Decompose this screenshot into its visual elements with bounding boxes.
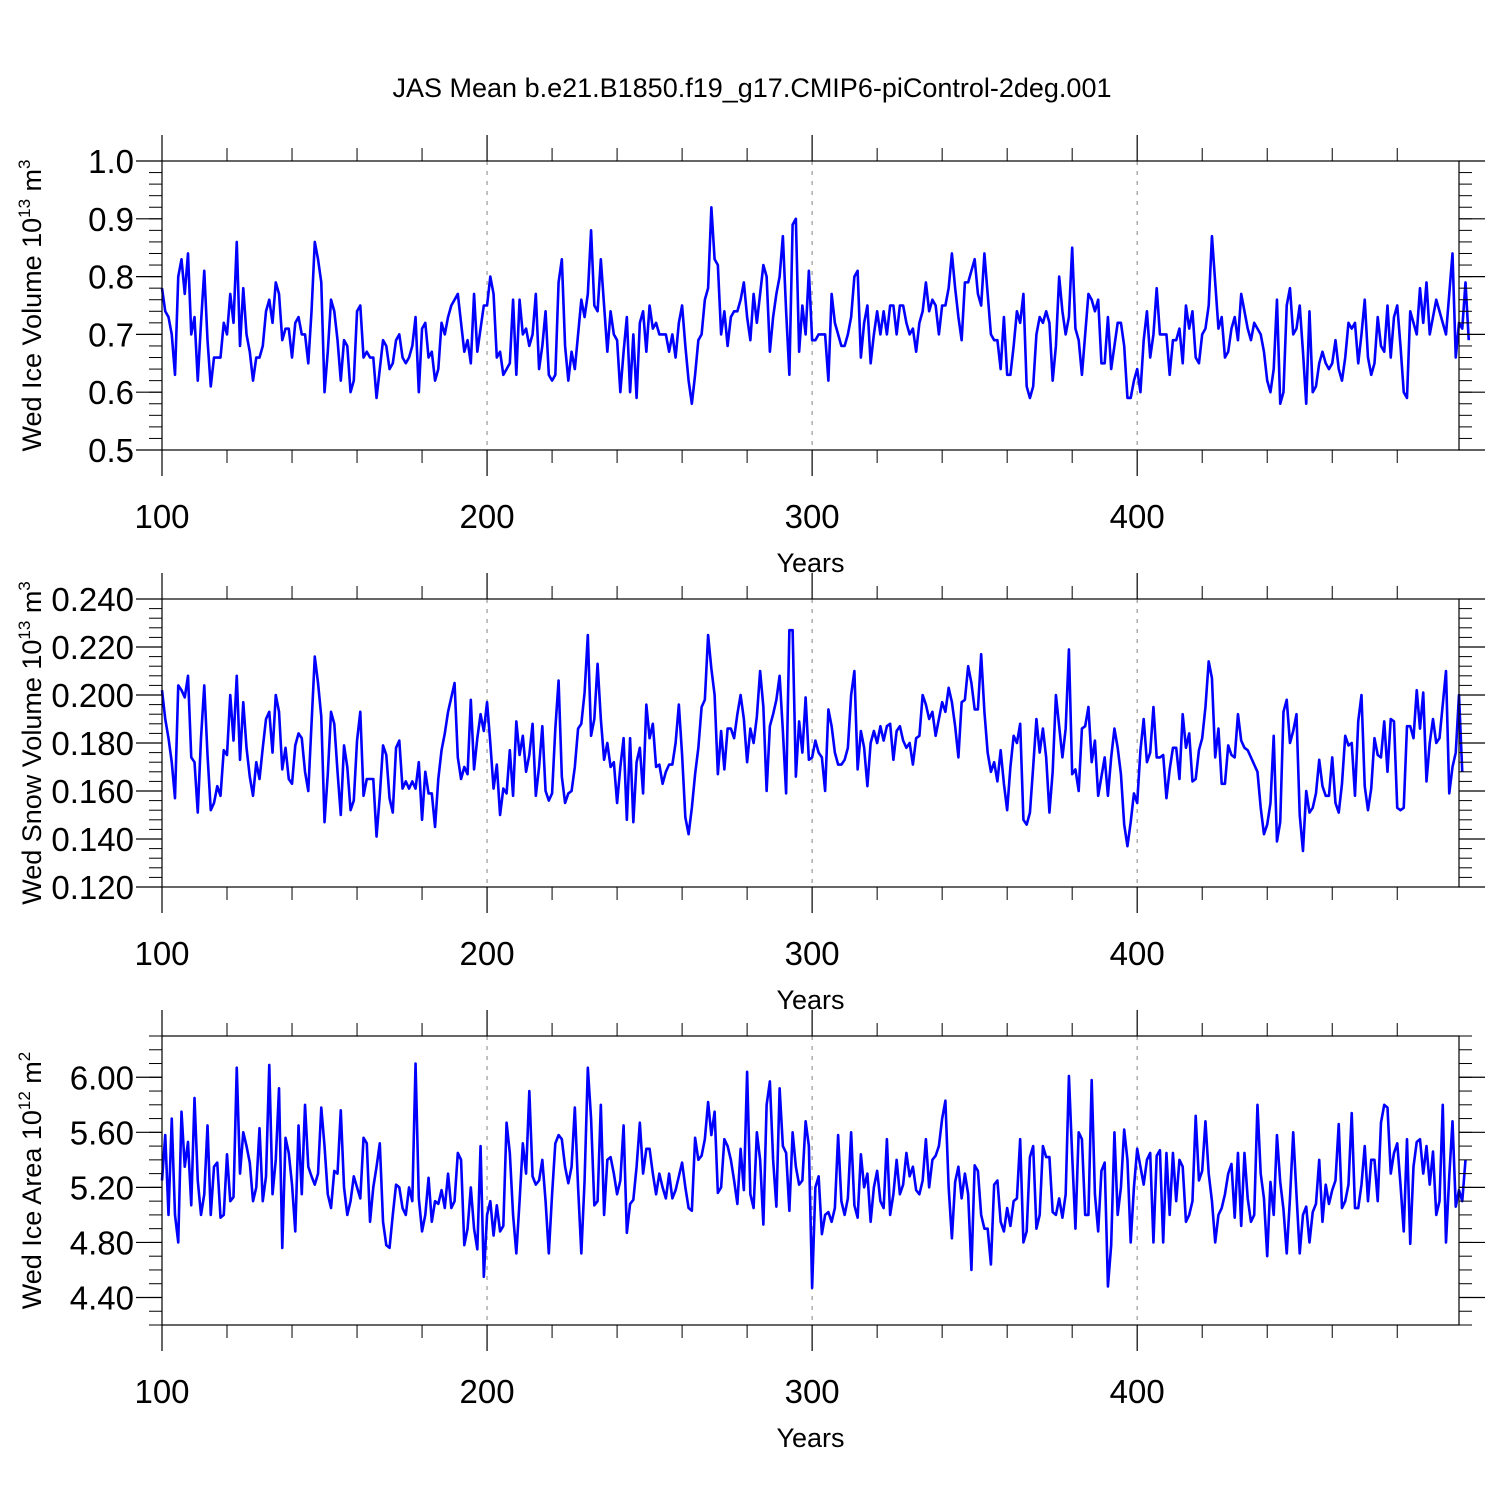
- chart-title: JAS Mean b.e21.B1850.f19_g17.CMIP6-piCon…: [393, 73, 1112, 103]
- yaxis-label-superscript: 2: [15, 1052, 34, 1061]
- panel-2-xtick-label: 100: [134, 935, 189, 972]
- yaxis-label-part: Wed Ice Volume 10: [17, 218, 47, 452]
- panel-2-xaxis-label: Years: [776, 985, 844, 1015]
- panel-3-series-line: [160, 1062, 1467, 1290]
- panel-1-xtick-label: 100: [134, 498, 189, 535]
- panel-1-ytick-label: 0.7: [88, 316, 134, 353]
- panel-3-ytick-label: 5.60: [70, 1114, 134, 1151]
- panel-3-frame: [161, 1035, 1460, 1326]
- panel-1-xaxis-label: Years: [776, 548, 844, 578]
- panel-2-xtick-label: 400: [1110, 935, 1165, 972]
- panel-3-yaxis-label: Wed Ice Area 1012 m2: [15, 1052, 47, 1310]
- yaxis-label-superscript: 3: [15, 159, 34, 168]
- panel-3-xtick-label: 400: [1110, 1373, 1165, 1410]
- panel-2-series-line: [160, 628, 1464, 853]
- panel-2-ytick-label: 0.240: [51, 581, 134, 618]
- yaxis-label-superscript: 12: [15, 1091, 34, 1110]
- yaxis-label-part: Wed Ice Area 10: [17, 1110, 47, 1309]
- yaxis-label-part: Wed Snow Volume 10: [17, 640, 47, 905]
- yaxis-label-superscript: 3: [15, 581, 34, 590]
- panel-3-ytick-label: 4.80: [70, 1224, 134, 1261]
- panel-1-series-line: [160, 205, 1471, 406]
- yaxis-label-part: m: [17, 591, 47, 621]
- panel-1-ytick-label: 0.8: [88, 259, 134, 296]
- panel-1-xtick-label: 400: [1110, 498, 1165, 535]
- panel-2-ytick-label: 0.160: [51, 773, 134, 810]
- panel-1-ytick-label: 0.9: [88, 201, 134, 238]
- panel-2-ytick-label: 0.120: [51, 869, 134, 906]
- panel-2-ytick-label: 0.140: [51, 821, 134, 858]
- panel-3-xtick-label: 200: [460, 1373, 515, 1410]
- panel-3-ytick-label: 4.40: [70, 1279, 134, 1316]
- panel-3-xtick-label: 100: [134, 1373, 189, 1410]
- panel-1-xtick-label: 300: [785, 498, 840, 535]
- panel-2-xtick-label: 300: [785, 935, 840, 972]
- yaxis-label-part: m: [17, 169, 47, 199]
- panel-1-ytick-label: 1.0: [88, 143, 134, 180]
- panel-3-xaxis-label: Years: [776, 1423, 844, 1453]
- yaxis-label-part: m: [17, 1061, 47, 1091]
- panel-1-ytick-label: 0.5: [88, 432, 134, 469]
- yaxis-label-superscript: 13: [15, 621, 34, 640]
- panel-2-ytick-label: 0.200: [51, 677, 134, 714]
- panel-3-ytick-label: 6.00: [70, 1059, 134, 1096]
- panel-1-xtick-label: 200: [460, 498, 515, 535]
- panel-2-yaxis-label: Wed Snow Volume 1013 m3: [15, 581, 47, 905]
- panel-2-xtick-label: 200: [460, 935, 515, 972]
- yaxis-label-superscript: 13: [15, 199, 34, 218]
- panel-1-ytick-label: 0.6: [88, 374, 134, 411]
- panel-1-yaxis-label: Wed Ice Volume 1013 m3: [15, 159, 47, 451]
- panel-3-ytick-label: 5.20: [70, 1169, 134, 1206]
- panel-2-ytick-label: 0.180: [51, 725, 134, 762]
- panel-3-xtick-label: 300: [785, 1373, 840, 1410]
- panel-1-frame: [161, 160, 1460, 451]
- panel-2-ytick-label: 0.220: [51, 629, 134, 666]
